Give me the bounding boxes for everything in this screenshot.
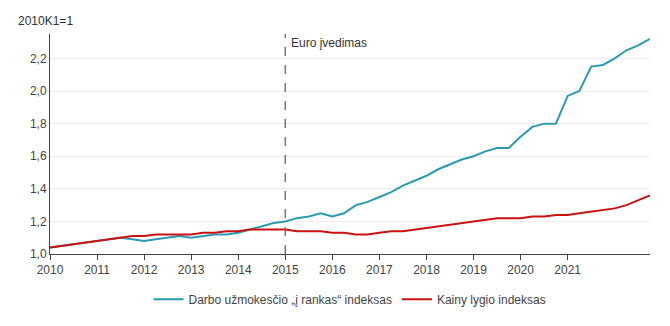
svg-text:2017: 2017: [366, 263, 393, 277]
svg-text:2012: 2012: [131, 263, 158, 277]
svg-text:1,4: 1,4: [30, 182, 47, 196]
svg-text:2020: 2020: [507, 263, 534, 277]
svg-text:1,8: 1,8: [30, 117, 47, 131]
svg-text:2011: 2011: [84, 263, 110, 277]
svg-text:Kainy lygio indeksas: Kainy lygio indeksas: [437, 293, 546, 307]
svg-text:2018: 2018: [413, 263, 440, 277]
svg-text:2,2: 2,2: [30, 52, 47, 66]
svg-text:Darbo užmokesčio „į rankas“ in: Darbo užmokesčio „į rankas“ indeksas: [189, 293, 392, 307]
svg-text:1,6: 1,6: [30, 149, 47, 163]
svg-text:2021: 2021: [554, 263, 581, 277]
svg-text:2013: 2013: [178, 263, 205, 277]
svg-text:1,0: 1,0: [30, 247, 47, 261]
svg-text:2,0: 2,0: [30, 84, 47, 98]
svg-text:Euro įvedimas: Euro įvedimas: [291, 36, 367, 50]
svg-text:2015: 2015: [272, 263, 299, 277]
svg-text:2014: 2014: [225, 263, 252, 277]
svg-text:2016: 2016: [319, 263, 346, 277]
svg-text:2010: 2010: [37, 263, 64, 277]
svg-text:2019: 2019: [460, 263, 487, 277]
svg-text:2010K1=1: 2010K1=1: [18, 14, 73, 28]
svg-text:1,2: 1,2: [30, 215, 47, 229]
